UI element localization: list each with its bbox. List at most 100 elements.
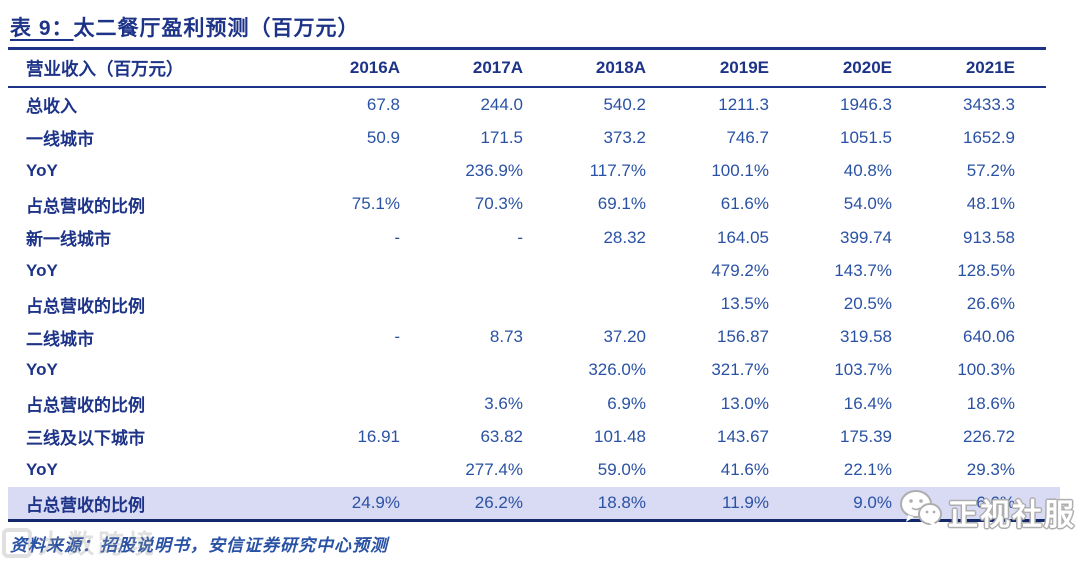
row-value: 3433.3 [963,94,1015,114]
row-value: 143.67 [717,426,769,446]
row-label: 一线城市 [26,130,94,150]
row-value: 37.20 [603,327,646,347]
table-row: YoY 326.0% 321.7% 103.7% 100.3% [8,354,1060,387]
row-value: 399.74 [840,227,892,247]
row-label: 占总营收的比例 [26,495,145,515]
table-row: 新一线城市 - - 28.32 164.05 399.74 913.58 [8,221,1060,254]
row-label: YoY [26,360,58,380]
row-value: 913.58 [963,227,1015,247]
row-label: 新一线城市 [26,230,111,250]
row-value: - [394,227,400,247]
row-value: 9.0% [853,493,892,513]
header-divider [8,86,1046,88]
row-value: 640.06 [963,327,1015,347]
table-row: 占总营收的比例 13.5% 20.5% 26.6% [8,287,1060,320]
table-row: 占总营收的比例 24.9% 26.2% 18.8% 11.9% 9.0% 6.6% [8,486,1060,521]
row-value: 59.0% [597,460,646,480]
header-cell-year: 2018A [595,58,646,77]
header-cell-year: 2019E [719,58,769,77]
row-value: 326.0% [588,360,646,380]
row-value: 226.72 [963,426,1015,446]
row-value: 50.9 [366,127,400,147]
header-cell-label: 营业收入（百万元） [26,58,184,79]
table-bottom-divider [8,519,1046,522]
row-value: 40.8% [843,161,892,181]
row-value: 13.5% [720,294,769,314]
table-title-number: 表 9： [10,17,74,40]
table-title: 表 9：太二餐厅盈利预测（百万元） [10,12,1050,42]
row-value: 321.7% [711,360,769,380]
row-value: 1051.5 [840,127,892,147]
row-value: 156.87 [717,327,769,347]
row-label: 三线及以下城市 [26,429,145,449]
row-value: 28.32 [603,227,646,247]
table-title-text: 太二餐厅盈利预测（百万元） [73,17,360,40]
row-value: 22.1% [843,460,892,480]
row-value: 373.2 [603,127,646,147]
row-value: 54.0% [843,194,892,214]
table-row: 占总营收的比例 75.1% 70.3% 69.1% 61.6% 54.0% 48.1% [8,188,1060,221]
row-value: 128.5% [957,260,1015,280]
header-cell-year: 2021E [965,58,1015,77]
row-label: 占总营收的比例 [26,196,145,216]
row-value: 236.9% [465,161,523,181]
row-value: 117.7% [589,161,646,181]
row-value: 61.6% [720,194,769,214]
row-value: 8.73 [489,327,523,347]
row-value: 164.05 [717,227,769,247]
row-value: 20.5% [843,294,892,314]
row-value: 746.7 [726,127,769,147]
row-value: 101.48 [594,426,646,446]
row-value: 100.3% [957,360,1015,380]
table-row: 总收入 67.8 244.0 540.2 1211.3 1946.3 3433.3 [8,88,1060,121]
row-value: 540.2 [603,94,646,114]
row-value: 103.7% [834,360,892,380]
row-value: 6.6% [976,493,1015,513]
table-row: YoY 236.9% 117.7% 100.1% 40.8% 57.2% [8,154,1060,187]
header-cell-year: 2017A [472,58,523,77]
table-row: YoY 277.4% 59.0% 41.6% 22.1% 29.3% [8,454,1060,487]
row-value: 11.9% [722,493,769,513]
row-value: - [517,227,523,247]
row-value: 26.6% [966,294,1015,314]
row-value: 69.1% [597,194,646,214]
row-value: 277.4% [465,460,523,480]
row-label: YoY [26,260,58,280]
row-label: 二线城市 [26,329,94,349]
row-label: YoY [26,161,58,181]
table-row: YoY 479.2% 143.7% 128.5% [8,254,1060,287]
table-body: 总收入 67.8 244.0 540.2 1211.3 1946.3 3433.3 一线城市 5… [8,88,1060,521]
row-value: 41.6% [720,460,769,480]
row-value: 143.7% [834,260,892,280]
row-value: 48.1% [966,194,1015,214]
row-value: 1652.9 [963,127,1015,147]
table-header-row: 营业收入（百万元） 2016A 2017A 2018A 2019E 2020E 2021E [8,50,1060,86]
header-cell-year: 2016A [349,58,400,77]
row-value: 244.0 [480,94,523,114]
row-value: 67.8 [366,94,400,114]
source-note: 资料来源：招股说明书，安信证券研究中心预测 [10,536,388,555]
row-label: YoY [26,460,58,480]
row-value: 57.2% [966,161,1015,181]
row-value: 319.58 [840,327,892,347]
row-value: 26.2% [474,493,523,513]
table-row: 二线城市 - 8.73 37.20 156.87 319.58 640.06 [8,321,1060,354]
table-row: 三线及以下城市 16.91 63.82 101.48 143.67 175.39 226.7… [8,420,1060,453]
row-value: 18.6% [966,393,1015,413]
row-value: 3.6% [484,393,523,413]
row-label: 占总营收的比例 [26,396,145,416]
row-value: 16.4% [843,393,892,413]
row-value: 75.1% [351,194,400,214]
row-value: 18.8% [597,493,646,513]
row-value: 16.91 [357,426,400,446]
row-value: 1211.3 [718,94,769,114]
row-value: 100.1% [711,161,769,181]
row-value: - [394,327,400,347]
row-value: 29.3% [966,460,1015,480]
row-value: 479.2% [711,260,769,280]
title-divider [8,47,1046,50]
row-value: 171.5 [480,127,523,147]
table-row: 占总营收的比例 3.6% 6.9% 13.0% 16.4% 18.6% [8,387,1060,420]
row-value: 70.3% [474,194,523,214]
row-value: 24.9% [351,493,400,513]
